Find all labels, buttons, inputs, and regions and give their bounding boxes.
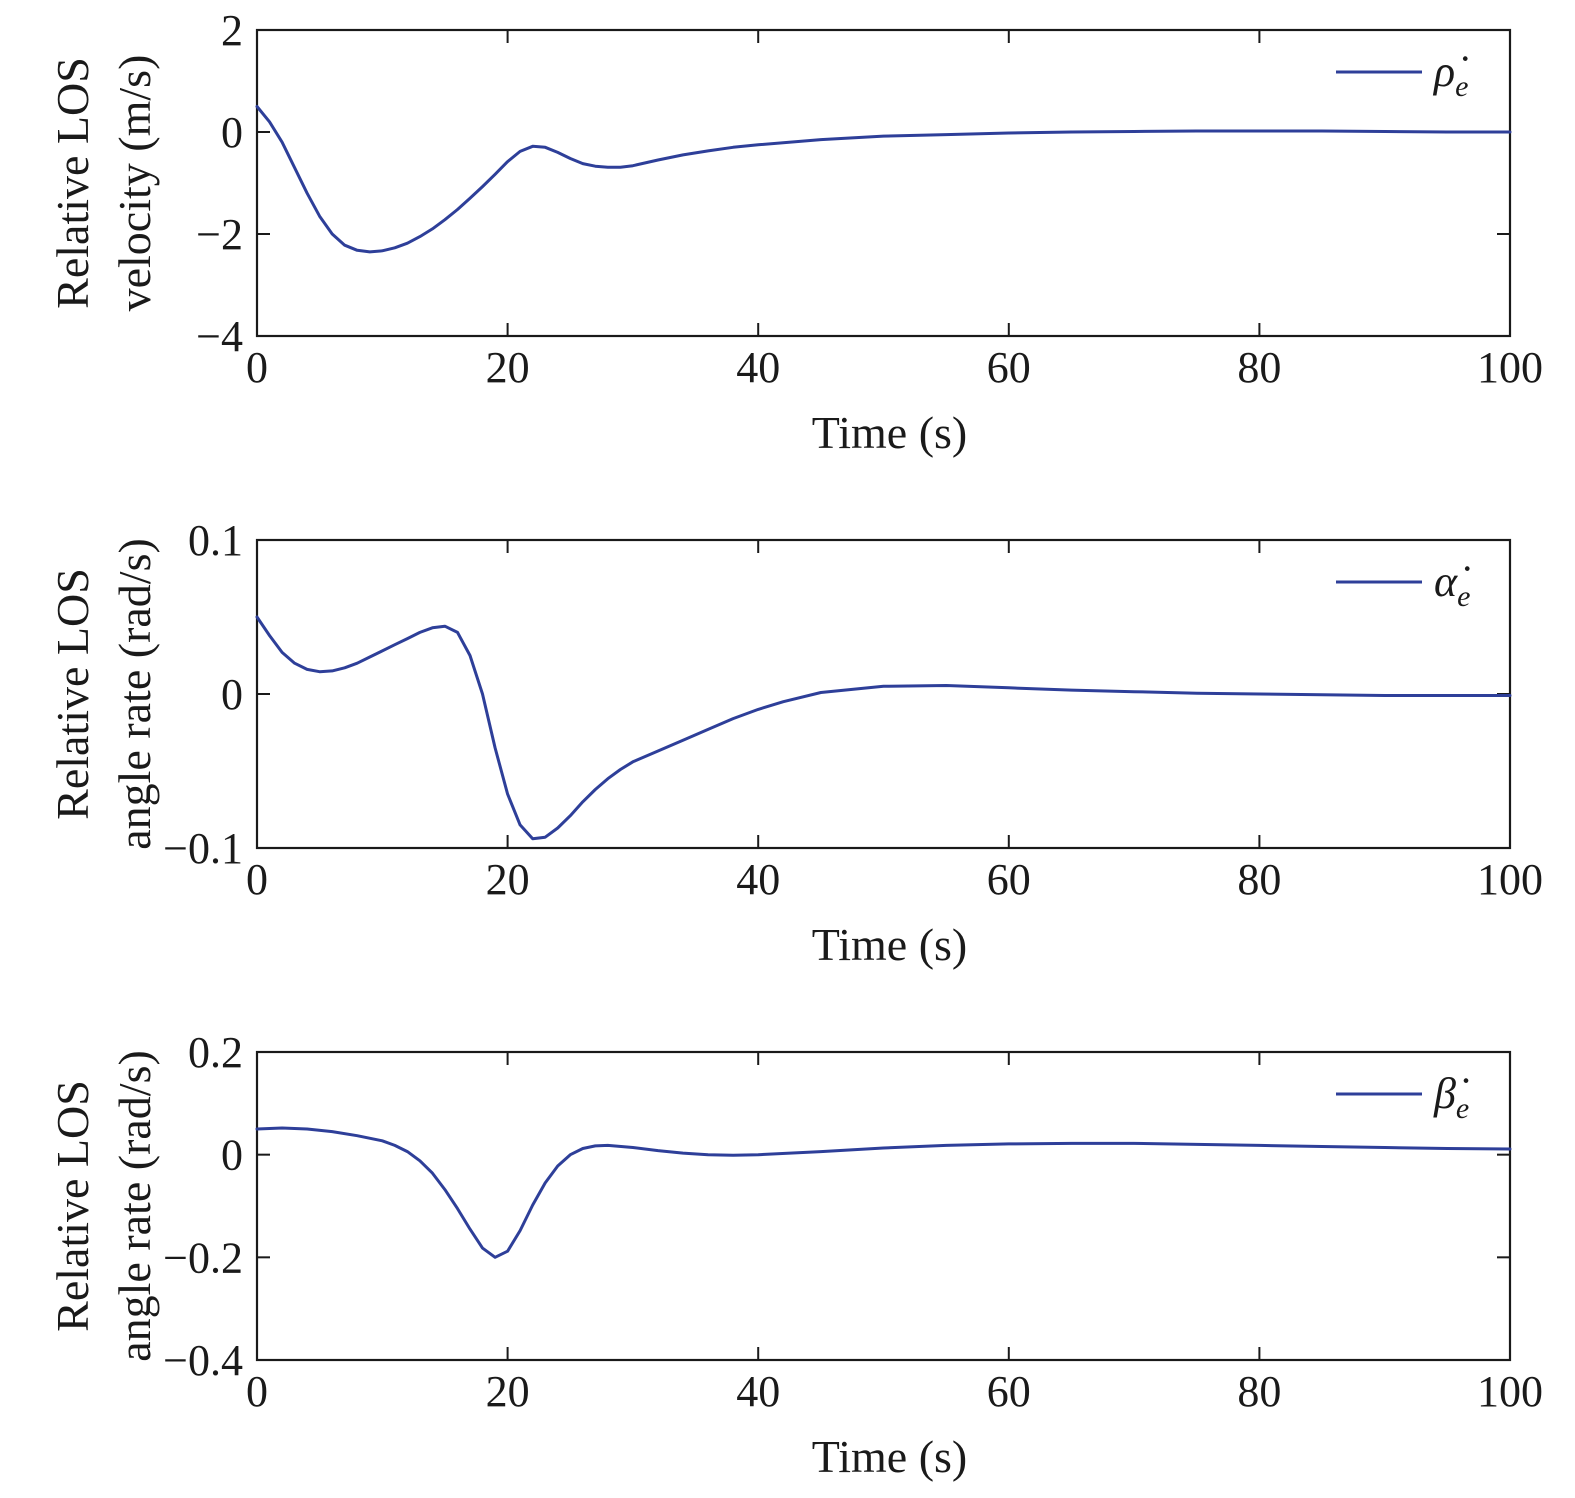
x-tick-label: 80 (1237, 1367, 1281, 1416)
y-tick-label: −0.2 (163, 1233, 243, 1282)
chart-panel-3: 0 20 40 60 80 100 −0.4 −0.2 0 0.2 Time (s) Relative… (47, 1028, 1543, 1482)
x-axis-title: Time (s) (812, 1431, 968, 1482)
x-tick-label: 0 (246, 855, 268, 904)
y-axis-title-line: angle rate (rad/s) (109, 1050, 160, 1362)
plot-frame (255, 28, 1512, 338)
x-axis-title: Time (s) (812, 407, 968, 458)
series-line (255, 105, 1512, 254)
x-tick-label: 40 (736, 855, 780, 904)
x-tick-label: 100 (1477, 343, 1543, 392)
y-tick-label: 0 (221, 108, 243, 157)
x-tick-label: 20 (486, 855, 530, 904)
x-axis-title: Time (s) (812, 919, 968, 970)
x-tick-label: 80 (1237, 343, 1281, 392)
plot-frame (255, 1050, 1512, 1362)
x-tick-label: 100 (1477, 855, 1543, 904)
x-tick-label: 60 (987, 855, 1031, 904)
y-axis-title-line: Relative LOS (47, 568, 98, 820)
y-axis-title: Relative LOS angle rate (rad/s) (47, 1050, 160, 1362)
legend-subscript: e (1457, 580, 1470, 613)
x-tick-label: 80 (1237, 855, 1281, 904)
legend-subscript: e (1455, 70, 1468, 103)
legend-subscript: e (1456, 1092, 1469, 1125)
x-tick-label: 100 (1477, 1367, 1543, 1416)
y-tick-label: −4 (196, 312, 243, 361)
y-axis-title: Relative LOS velocity (m/s) (47, 55, 160, 312)
x-tick-label: 60 (987, 343, 1031, 392)
legend-label: β̇e (1433, 1069, 1469, 1125)
x-tick-label: 40 (736, 343, 780, 392)
series-line (255, 1126, 1512, 1259)
y-tick-label: 0 (221, 1131, 243, 1180)
x-tick-label: 40 (736, 1367, 780, 1416)
y-axis-title-line: Relative LOS (47, 57, 98, 309)
legend-label: ρ̇e (1432, 47, 1468, 103)
y-axis-title-line: Relative LOS (47, 1080, 98, 1332)
x-tick-label: 0 (246, 343, 268, 392)
x-tick-label: 20 (486, 1367, 530, 1416)
y-axis-title-line: angle rate (rad/s) (109, 538, 160, 850)
legend-label: α̇e (1434, 557, 1470, 613)
y-tick-label: −2 (196, 210, 243, 259)
y-tick-label: 2 (221, 6, 243, 55)
x-tick-label: 20 (486, 343, 530, 392)
y-tick-label: −0.4 (163, 1336, 243, 1385)
y-tick-label: 0.2 (188, 1028, 243, 1077)
x-tick-label: 60 (987, 1367, 1031, 1416)
x-tick-label: 0 (246, 1367, 268, 1416)
y-axis-title: Relative LOS angle rate (rad/s) (47, 538, 160, 850)
chart-panel-1: 0 20 40 60 80 100 −4 −2 0 2 Time (s) Relative LOS ve… (47, 6, 1543, 458)
y-axis-title-line: velocity (m/s) (109, 55, 160, 312)
y-tick-label: 0.1 (188, 516, 243, 565)
y-tick-label: 0 (221, 670, 243, 719)
y-tick-label: −0.1 (163, 824, 243, 873)
series-line (255, 615, 1512, 841)
